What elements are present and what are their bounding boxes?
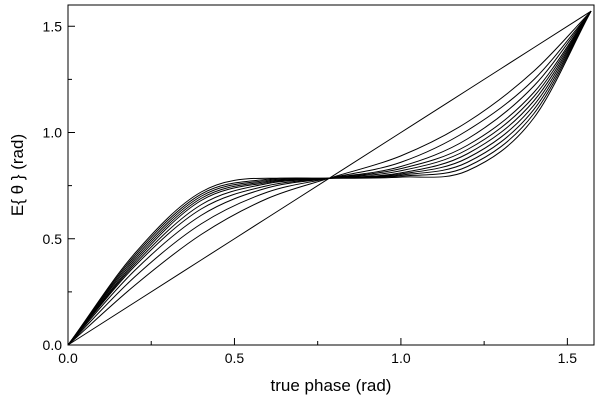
- x-tick-label: 0.0: [58, 350, 78, 366]
- series-line-11: [67, 10, 592, 346]
- x-tick-label: 0.5: [225, 350, 245, 366]
- y-tick-label: 1.0: [43, 125, 63, 141]
- x-tick-label: 1.5: [558, 350, 578, 366]
- y-tick-label: 0.0: [43, 337, 63, 353]
- x-tick-label: 1.0: [391, 350, 411, 366]
- axis-layer: 0.0 0.5 1.0 1.5 0.0 0.5 1.0 1.5: [43, 18, 578, 366]
- y-tick-label: 1.5: [43, 18, 63, 34]
- y-axis-title: E{ θ } (rad): [8, 134, 27, 216]
- series-layer: [67, 10, 592, 346]
- y-tick-label: 0.5: [43, 231, 63, 247]
- x-axis-title: true phase (rad): [271, 376, 392, 395]
- plot-frame: [67, 4, 595, 346]
